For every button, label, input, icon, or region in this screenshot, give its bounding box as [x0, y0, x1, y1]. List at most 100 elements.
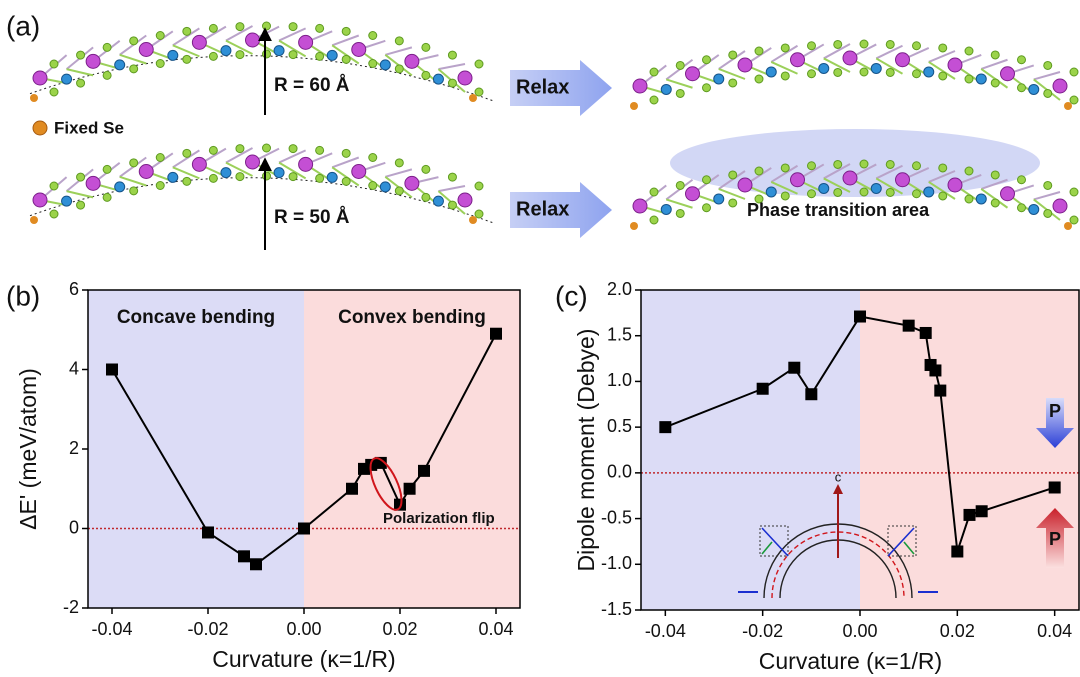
- atom-in: [115, 60, 125, 70]
- atom-metal: [948, 178, 962, 192]
- atom-se: [77, 79, 85, 87]
- atom-se: [50, 88, 58, 96]
- atom-se: [236, 51, 244, 59]
- atom-se: [316, 146, 324, 154]
- legend-label: Fixed Se: [54, 118, 124, 137]
- figure: (a) R = 60 Å Fixed Se R = 50 Å Relax Rel…: [0, 0, 1080, 677]
- data-point: [854, 311, 866, 323]
- polarization-label: P: [1049, 401, 1061, 421]
- atom-in: [976, 74, 986, 84]
- data-point: [346, 483, 358, 495]
- fixed-se: [630, 222, 638, 230]
- atom-se: [965, 195, 973, 203]
- bond: [1034, 192, 1060, 199]
- atom-metal: [791, 173, 805, 187]
- atom-metal: [686, 187, 700, 201]
- atom-se: [77, 173, 85, 181]
- atom-se: [1044, 209, 1052, 217]
- atom-se: [236, 173, 244, 181]
- atom-se: [1044, 89, 1052, 97]
- atom-se: [103, 165, 111, 173]
- atom-metal: [896, 173, 910, 187]
- atom-se: [50, 210, 58, 218]
- atom-metal: [352, 165, 366, 179]
- bond: [385, 169, 412, 176]
- atom-se: [316, 24, 324, 32]
- atom-se: [316, 52, 324, 60]
- region-label: Convex bending: [338, 307, 486, 328]
- atom-metal: [458, 71, 472, 85]
- polarization-label: P: [1049, 529, 1061, 549]
- atom-se: [991, 199, 999, 207]
- atom-metal: [352, 43, 366, 57]
- atom-in: [714, 194, 724, 204]
- atom-in: [976, 194, 986, 204]
- fixed-se: [1064, 222, 1072, 230]
- data-point: [418, 465, 430, 477]
- atom-se: [729, 51, 737, 59]
- x-tick-label: 0.02: [382, 619, 417, 639]
- x-tick-label: -0.04: [645, 621, 686, 641]
- atom-se: [939, 44, 947, 52]
- atom-in: [327, 50, 337, 60]
- atom-metal: [896, 53, 910, 67]
- fixed-se: [469, 216, 477, 224]
- x-axis-title: Curvature (κ=1/R): [759, 648, 942, 674]
- atom-se: [860, 40, 868, 48]
- atom-se: [781, 72, 789, 80]
- atom-se: [236, 23, 244, 31]
- atom-se: [886, 68, 894, 76]
- fixed-se: [630, 102, 638, 110]
- atom-se: [676, 61, 684, 69]
- atom-se: [183, 177, 191, 185]
- fixed-se: [1064, 102, 1072, 110]
- atom-metal: [1053, 79, 1067, 93]
- atom-se: [395, 187, 403, 195]
- data-point: [490, 328, 502, 340]
- region: [304, 290, 520, 608]
- atom-se: [475, 182, 483, 190]
- atom-metal: [405, 54, 419, 68]
- atom-in: [924, 187, 934, 197]
- bond: [67, 191, 94, 197]
- atom-se: [755, 75, 763, 83]
- data-point: [805, 388, 817, 400]
- atom-se: [77, 51, 85, 59]
- atom-se: [755, 167, 763, 175]
- bond: [385, 47, 412, 54]
- atom-se: [475, 210, 483, 218]
- relax-label: Relax: [516, 198, 569, 220]
- atom-se: [965, 167, 973, 175]
- atom-se: [1044, 181, 1052, 189]
- panel-a: (a) R = 60 Å Fixed Se R = 50 Å Relax Rel…: [6, 10, 1078, 250]
- atom-se: [422, 43, 430, 51]
- atom-se: [156, 32, 164, 40]
- atom-se: [342, 27, 350, 35]
- atom-se: [729, 171, 737, 179]
- atom-se: [808, 70, 816, 78]
- atom-metal: [299, 35, 313, 49]
- atom-se: [448, 51, 456, 59]
- atom-metal: [33, 193, 47, 207]
- atom-se: [209, 174, 217, 182]
- bond: [438, 64, 465, 69]
- atom-metal: [246, 33, 260, 47]
- panel-label: (a): [6, 10, 40, 41]
- atom-se: [130, 159, 138, 167]
- y-tick-label: 0.0: [607, 462, 632, 482]
- data-point: [903, 320, 915, 332]
- region: [88, 290, 304, 608]
- phase-annotation: Phase transition area: [747, 200, 930, 220]
- atom-in: [221, 46, 231, 56]
- atom-se: [650, 188, 658, 196]
- y-axis-title: Dipole moment (Debye): [573, 329, 599, 572]
- panel-label: (b): [6, 280, 40, 311]
- atom-se: [156, 182, 164, 190]
- x-tick-label: 0.04: [478, 619, 513, 639]
- atom-se: [650, 68, 658, 76]
- atom-in: [1029, 204, 1039, 214]
- atom-se: [263, 172, 271, 180]
- atom-metal: [633, 79, 647, 93]
- data-point: [250, 558, 262, 570]
- atom-metal: [139, 43, 153, 57]
